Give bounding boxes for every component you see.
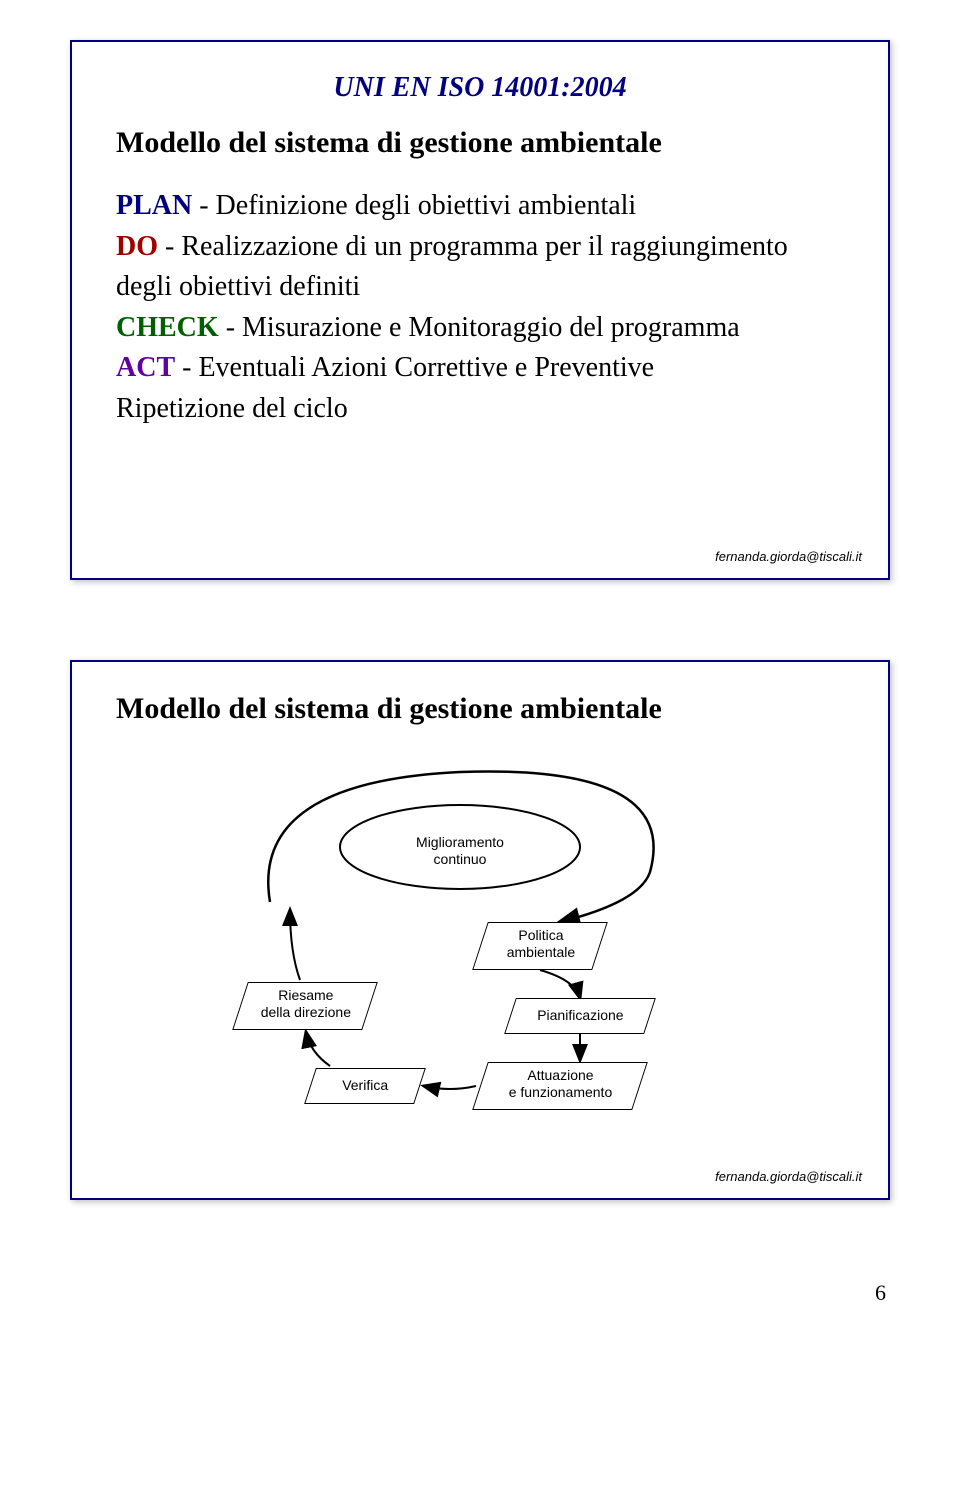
act-line: ACT - Eventuali Azioni Correttive e Prev… xyxy=(116,348,844,389)
do-text: - Realizzazione di un programma per il r… xyxy=(116,231,788,303)
repeat-line: Ripetizione del ciclo xyxy=(116,389,844,430)
check-label: CHECK xyxy=(116,312,219,343)
check-text: - Misurazione e Monitoraggio del program… xyxy=(219,312,740,343)
plan-line: PLAN - Definizione degli obiettivi ambie… xyxy=(116,186,844,227)
node-label: Riesame xyxy=(278,987,333,1003)
node-label: Attuazione xyxy=(528,1067,594,1083)
page: UNI EN ISO 14001:2004 Modello del sistem… xyxy=(0,0,960,1336)
slide-title-2: Modello del sistema di gestione ambienta… xyxy=(116,692,844,726)
do-label: DO xyxy=(116,231,158,262)
node-attuazione: Attuazione e funzionamento xyxy=(472,1062,648,1110)
slide-title: Modello del sistema di gestione ambienta… xyxy=(116,126,844,160)
act-label: ACT xyxy=(116,352,175,383)
plan-text: - Definizione degli obiettivi ambientali xyxy=(192,190,636,221)
node-label: Verifica xyxy=(342,1077,388,1093)
slide-1: UNI EN ISO 14001:2004 Modello del sistem… xyxy=(70,40,890,580)
page-number: 6 xyxy=(70,1280,890,1306)
plan-label: PLAN xyxy=(116,190,192,221)
node-label: e funzionamento xyxy=(509,1084,613,1100)
node-miglioramento: Miglioramento continuo xyxy=(390,830,530,872)
slide-body: PLAN - Definizione degli obiettivi ambie… xyxy=(116,186,844,430)
node-politica: Politica ambientale xyxy=(472,922,608,970)
footer-email: fernanda.giorda@tiscali.it xyxy=(715,549,862,564)
slide-2: Modello del sistema di gestione ambienta… xyxy=(70,660,890,1200)
node-label: Miglioramento xyxy=(416,834,504,850)
pdca-diagram: Miglioramento continuo Politica ambienta… xyxy=(180,752,780,1132)
act-text: - Eventuali Azioni Correttive e Preventi… xyxy=(175,352,654,383)
footer-email-2: fernanda.giorda@tiscali.it xyxy=(715,1169,862,1184)
node-label: Pianificazione xyxy=(537,1007,623,1023)
slide-header: UNI EN ISO 14001:2004 xyxy=(116,72,844,104)
node-label: ambientale xyxy=(506,944,574,960)
node-label: Politica xyxy=(518,927,563,943)
node-label: della direzione xyxy=(261,1004,351,1020)
node-pianificazione: Pianificazione xyxy=(504,998,656,1034)
do-line: DO - Realizzazione di un programma per i… xyxy=(116,227,844,308)
node-verifica: Verifica xyxy=(304,1068,426,1104)
node-riesame: Riesame della direzione xyxy=(232,982,378,1030)
node-label: continuo xyxy=(434,851,487,867)
check-line: CHECK - Misurazione e Monitoraggio del p… xyxy=(116,308,844,349)
